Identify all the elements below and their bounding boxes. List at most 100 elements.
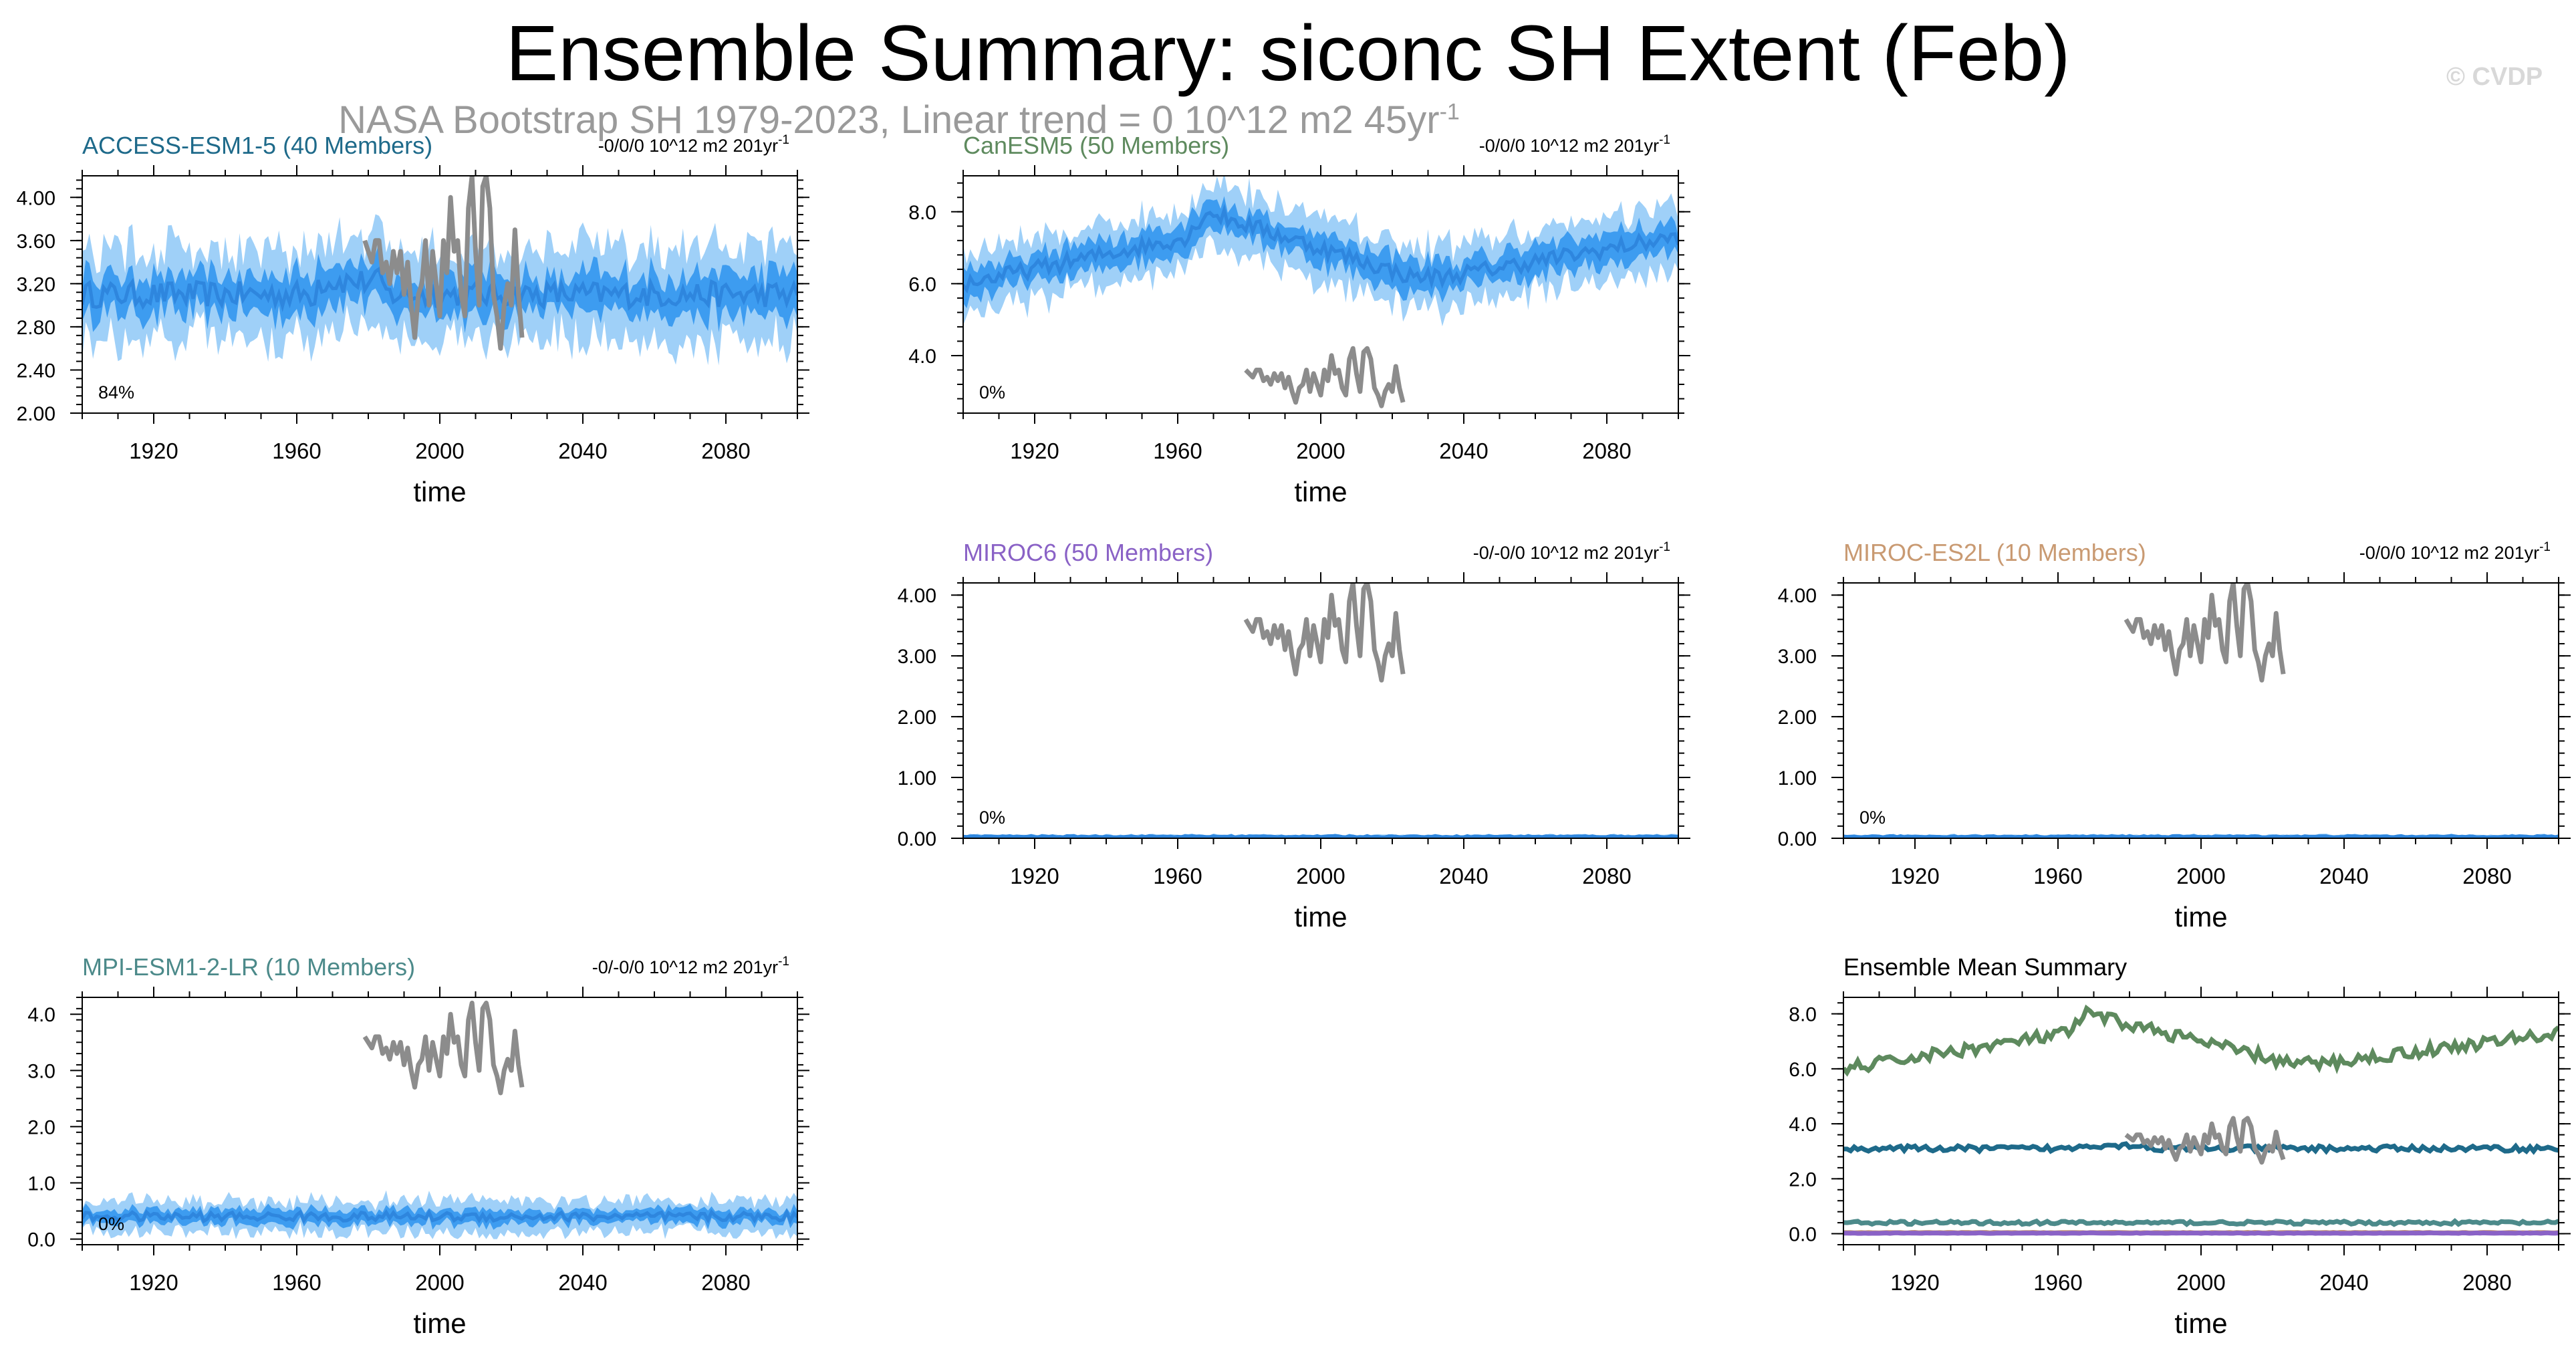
y-tick-label: 4.00	[1778, 585, 1817, 607]
x-tick-label: 1920	[129, 1270, 178, 1295]
y-tick-label: 8.0	[1789, 1004, 1817, 1026]
x-axis-label: time	[1294, 476, 1347, 507]
y-tick-label: 3.60	[17, 231, 55, 253]
x-tick-label: 2080	[2462, 1270, 2511, 1295]
trend-superscript: -1	[1659, 540, 1670, 554]
y-tick-label: 2.0	[27, 1116, 55, 1138]
plot-frame	[962, 582, 1679, 839]
y-tick-label: 4.0	[1789, 1114, 1817, 1136]
y-tick-label: 2.80	[17, 317, 55, 339]
trend-label: -0/0/0 10^12 m2 201yr-1	[598, 133, 789, 156]
x-axis-label: time	[2174, 1308, 2227, 1339]
x-tick-label: 2040	[2319, 864, 2368, 888]
plot-area	[1843, 1004, 2559, 1236]
x-tick-label: 1920	[1010, 864, 1059, 888]
y-tick-label: 1.00	[1778, 767, 1817, 789]
subtitle-text: NASA Bootstrap SH 1979-2023, Linear tren…	[338, 98, 1440, 142]
panel-title: Ensemble Mean Summary	[1843, 953, 2127, 981]
percent-label: 84%	[98, 382, 134, 402]
percent-label: 0%	[98, 1214, 124, 1234]
observation-line	[1244, 346, 1406, 408]
panel-title: ACCESS-ESM1-5 (40 Members)	[82, 132, 432, 159]
x-tick-label: 2000	[2176, 1270, 2225, 1295]
observation-line	[362, 1000, 525, 1096]
ensemble-mean-line	[82, 1208, 797, 1225]
ensemble-inner-spread	[82, 243, 797, 334]
y-tick-label: 3.20	[17, 273, 55, 295]
x-tick-label: 2000	[1296, 864, 1345, 888]
x-axis-label: time	[2174, 901, 2227, 933]
x-tick-label: 2080	[1582, 439, 1631, 463]
trend-superscript: -1	[2539, 540, 2551, 554]
trend-superscript: -1	[1659, 133, 1670, 147]
y-tick-label: 0.0	[27, 1229, 55, 1251]
observation-line	[2123, 583, 2286, 683]
observation-line	[362, 176, 525, 351]
x-tick-label: 1920	[1890, 1270, 1939, 1295]
y-tick-label: 0.00	[1778, 828, 1817, 850]
x-axis-label: time	[1294, 901, 1347, 933]
x-tick-label: 2000	[415, 1270, 464, 1295]
panel-title: MIROC6 (50 Members)	[963, 539, 1213, 566]
y-tick-label: 4.00	[898, 585, 936, 607]
chart-panel-5: 1920 1960 2000 2040 2080 0.0 1.0 2.0 3.0 4.0 MPI-E…	[27, 953, 809, 1339]
chart-panel-4: 1920 1960 2000 2040 2080 0.00 1.00 2.00 3.00 4.00…	[1778, 539, 2571, 933]
subtitle-superscript: -1	[1439, 99, 1460, 125]
x-tick-label: 2080	[2462, 864, 2511, 888]
y-tick-label: 4.00	[17, 187, 55, 209]
y-tick-label: 2.40	[17, 360, 55, 382]
x-tick-label: 2080	[1582, 864, 1631, 888]
plot-area	[1843, 583, 2559, 838]
x-tick-label: 1920	[129, 439, 178, 463]
x-tick-label: 1920	[1890, 864, 1939, 888]
y-tick-label: 2.00	[898, 707, 936, 729]
copyright-label: © CVDP	[2446, 63, 2543, 91]
x-tick-label: 1960	[1153, 864, 1202, 888]
trend-label: -0/-0/0 10^12 m2 201yr-1	[592, 955, 789, 977]
summary-line-1	[1843, 1004, 2559, 1077]
x-tick-label: 2000	[415, 439, 464, 463]
panel-title: MIROC-ES2L (10 Members)	[1843, 539, 2146, 566]
observation-line	[1243, 583, 1406, 683]
x-tick-label: 1920	[1010, 439, 1059, 463]
percent-label: 0%	[1859, 808, 1886, 828]
percent-label: 0%	[979, 382, 1005, 402]
y-tick-label: 0.0	[1789, 1224, 1817, 1246]
trend-label: -0/0/0 10^12 m2 201yr-1	[1479, 133, 1670, 156]
y-tick-label: 6.0	[1789, 1059, 1817, 1081]
plot-area	[963, 583, 1678, 838]
y-tick-label: 3.0	[27, 1060, 55, 1082]
x-tick-label: 1960	[2033, 1270, 2082, 1295]
plot-frame	[1843, 997, 2559, 1245]
y-tick-label: 2.00	[1778, 707, 1817, 729]
x-tick-label: 1960	[272, 439, 321, 463]
plot-area	[82, 1000, 797, 1239]
x-tick-label: 2040	[2319, 1270, 2368, 1295]
trend-superscript: -1	[778, 955, 789, 969]
chart-panel-3: 1920 1960 2000 2040 2080 0.00 1.00 2.00 3.00 4.00…	[898, 539, 1690, 933]
chart-panel-6: 1920 1960 2000 2040 2080 0.0 2.0 4.0 6.0 8.0 Ensem…	[1789, 953, 2571, 1339]
x-tick-label: 2000	[2176, 864, 2225, 888]
y-tick-label: 0.00	[898, 828, 936, 850]
y-tick-label: 8.0	[908, 202, 936, 224]
y-tick-label: 1.0	[27, 1173, 55, 1195]
y-tick-label: 1.00	[898, 767, 936, 789]
ensemble-mean-line	[963, 834, 1678, 838]
x-tick-label: 2040	[558, 439, 607, 463]
y-tick-label: 2.0	[1789, 1168, 1817, 1191]
trend-label: -0/0/0 10^12 m2 201yr-1	[2359, 540, 2551, 563]
y-tick-label: 3.00	[898, 646, 936, 668]
x-tick-label: 1960	[2033, 864, 2082, 888]
chart-panel-2: 1920 1960 2000 2040 2080 4.0 6.0 8.0 CanESM5 (50…	[908, 132, 1690, 507]
x-tick-label: 2080	[701, 439, 750, 463]
x-axis-label: time	[413, 1308, 466, 1339]
plot-frame	[962, 175, 1679, 414]
ensemble-mean-line	[1843, 834, 2559, 838]
x-tick-label: 2040	[558, 1270, 607, 1295]
percent-label: 0%	[979, 808, 1005, 828]
x-tick-label: 2040	[1439, 439, 1488, 463]
y-tick-label: 3.00	[1778, 646, 1817, 668]
ensemble-mean-line	[963, 203, 1678, 294]
